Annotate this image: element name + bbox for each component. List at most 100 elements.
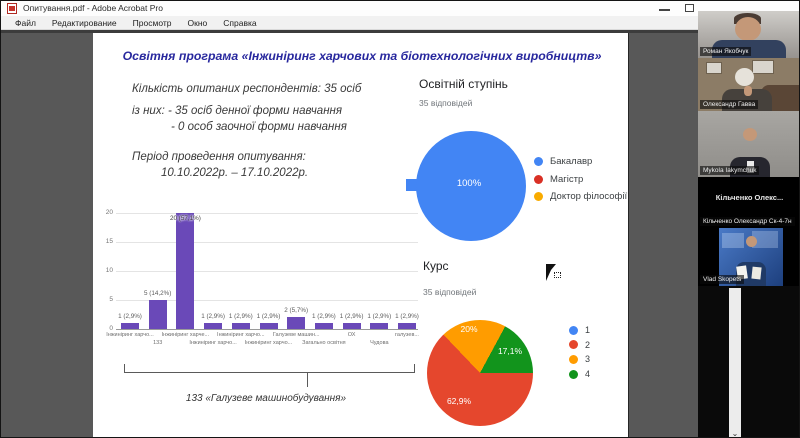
bar: [259, 323, 278, 329]
bar: [314, 323, 333, 329]
bar: [121, 323, 139, 329]
participant-tile-3[interactable]: Mykola Iakymchuk: [698, 111, 799, 177]
legend-label: 1: [585, 325, 591, 336]
bracket-caption: 133 «Галузеве машинобудування»: [185, 393, 347, 404]
participant-name: Кільченко Олександр Ск-4-7н: [700, 217, 795, 226]
legend-label: Магістр: [550, 173, 584, 185]
pie-chart-degree: [416, 131, 526, 241]
menu-file[interactable]: Файл: [15, 17, 36, 28]
slide-title: Освітня програма «Інжиніринг харчових та…: [122, 49, 602, 63]
legend-item: Магістр: [534, 171, 627, 189]
x-axis-category-label: Чудова: [370, 340, 389, 346]
pie-chart-course: [427, 320, 533, 426]
participant-tile-2[interactable]: Олександр Гавва: [698, 58, 799, 111]
x-axis-category-label: 133: [153, 340, 163, 346]
bar: [231, 323, 250, 329]
person-silhouette: [743, 128, 757, 141]
bar-value-label: 1 (2,9%): [367, 313, 392, 321]
gridline: [116, 242, 418, 243]
bar-value-label: 1 (2,9%): [201, 313, 225, 321]
pie1-slice-label: 100%: [456, 178, 482, 189]
y-axis-tick: 5: [109, 296, 113, 303]
legend-swatch-icon: [569, 354, 578, 364]
participant-name: Vlad Skopets: [700, 275, 745, 284]
participant-tile-5[interactable]: Vlad Skopets: [698, 228, 799, 286]
menu-edit[interactable]: Редактирование: [51, 17, 117, 28]
bar-value-label: 1 (2,9%): [118, 313, 142, 321]
bar-value-label: 1 (2,9%): [395, 313, 419, 321]
pie2-title: Курс: [423, 259, 449, 273]
bar: [148, 300, 167, 329]
pie2-slice-label-green: 17,1%: [497, 346, 523, 356]
bar: [398, 323, 416, 329]
gridline: [116, 213, 418, 214]
y-axis-tick: 10: [105, 267, 113, 274]
legend-label: 2: [585, 339, 591, 350]
pie2-slice-label-red: 62,9%: [446, 396, 472, 406]
acrobat-titlebar: Опитування.pdf - Adobe Acrobat Pro: [1, 1, 799, 16]
bar: [176, 213, 195, 329]
gridline: [116, 329, 418, 330]
legend-swatch-icon: [534, 192, 543, 202]
bar: [370, 323, 389, 329]
bar-chart: 0 5 10 15 20 1 (2,9%) Інжиніринг харчо... 5 (14…: [101, 204, 423, 364]
legend-label: 3: [585, 354, 591, 365]
legend-swatch-icon: [569, 340, 578, 350]
gridline: [116, 271, 418, 272]
x-axis-category-label: Інжиніринг харчо...: [189, 340, 237, 346]
bar-value-label: 1 (2,9%): [256, 313, 281, 321]
menu-view[interactable]: Просмотр: [132, 17, 172, 28]
person-silhouette: [744, 86, 752, 96]
bar-value-label: 1 (2,9%): [339, 313, 364, 321]
legend-label: Бакалавр: [550, 156, 593, 168]
pie2-subtitle: 35 відповідей: [423, 287, 477, 297]
breakdown-line-1: із них: - 35 осіб денної форми навчання: [132, 105, 342, 117]
bar-value-label: 2 (5,7%): [284, 307, 309, 315]
acrobat-menubar: Файл Редактирование Просмотр Окно Справк…: [1, 16, 799, 30]
bracket-line: [124, 372, 415, 373]
participant-name: Роман Якобчук: [700, 47, 752, 56]
participant-tile-1[interactable]: Роман Якобчук: [698, 11, 799, 58]
y-axis-tick: 15: [105, 238, 113, 245]
bar-value-label: 1 (2,9%): [311, 313, 336, 321]
legend-item: Доктор філософії: [534, 188, 627, 206]
x-axis-category-label: Інжиніринг харче...: [161, 332, 210, 338]
bracket-end-right: [414, 364, 415, 372]
y-axis-tick: 0: [109, 325, 113, 332]
pie2-legend: 1 2 3 4: [569, 323, 590, 381]
participant-display-name: Кільченко Олекс...: [715, 193, 784, 202]
x-axis-category-label: ОХ: [347, 332, 356, 338]
legend-label: 4: [585, 369, 591, 380]
bracket-pointer: [307, 372, 308, 387]
pie1-title: Освітній ступінь: [419, 77, 508, 91]
bar: [287, 317, 306, 329]
mouse-cursor: [546, 264, 562, 281]
x-axis-category-label: Галузеве машин...: [272, 332, 320, 338]
participants-scrollbar[interactable]: ⌄: [729, 288, 741, 438]
x-axis-category-label: галузев...: [395, 332, 419, 338]
bar-value-label: 5 (14,2%): [144, 290, 172, 297]
maximize-button[interactable]: [685, 4, 694, 12]
menu-window[interactable]: Окно: [187, 17, 208, 28]
participant-tile-4-camera-off[interactable]: Кільченко Олекс... Кільченко Олександр С…: [698, 177, 799, 228]
acrobat-icon: [7, 3, 17, 14]
respondents-line: Кількість опитаних респондентів: 35 осіб: [132, 83, 362, 95]
legend-swatch-icon: [534, 174, 543, 184]
person-silhouette: [735, 68, 754, 86]
bar-value-label: 1 (2,9%): [228, 313, 253, 321]
wall-frame: [706, 62, 722, 74]
pie1-legend: Бакалавр Магістр Доктор філософії: [534, 153, 627, 206]
certificate: [751, 266, 762, 280]
menu-help[interactable]: Справка: [223, 17, 257, 28]
legend-item: 4: [569, 367, 590, 382]
participant-name: Mykola Iakymchuk: [700, 166, 760, 175]
scroll-down-chevron-icon[interactable]: ⌄: [731, 429, 739, 438]
legend-label: Доктор філософії: [550, 191, 628, 203]
video-call-panel: Роман Якобчук Олександр Гавва Mykola Iak…: [698, 11, 799, 438]
pie1-subtitle: 35 відповідей: [419, 98, 473, 108]
minimize-button[interactable]: [659, 9, 670, 11]
legend-item: 3: [569, 352, 590, 367]
legend-swatch-icon: [569, 325, 578, 335]
person-silhouette: [735, 17, 761, 41]
